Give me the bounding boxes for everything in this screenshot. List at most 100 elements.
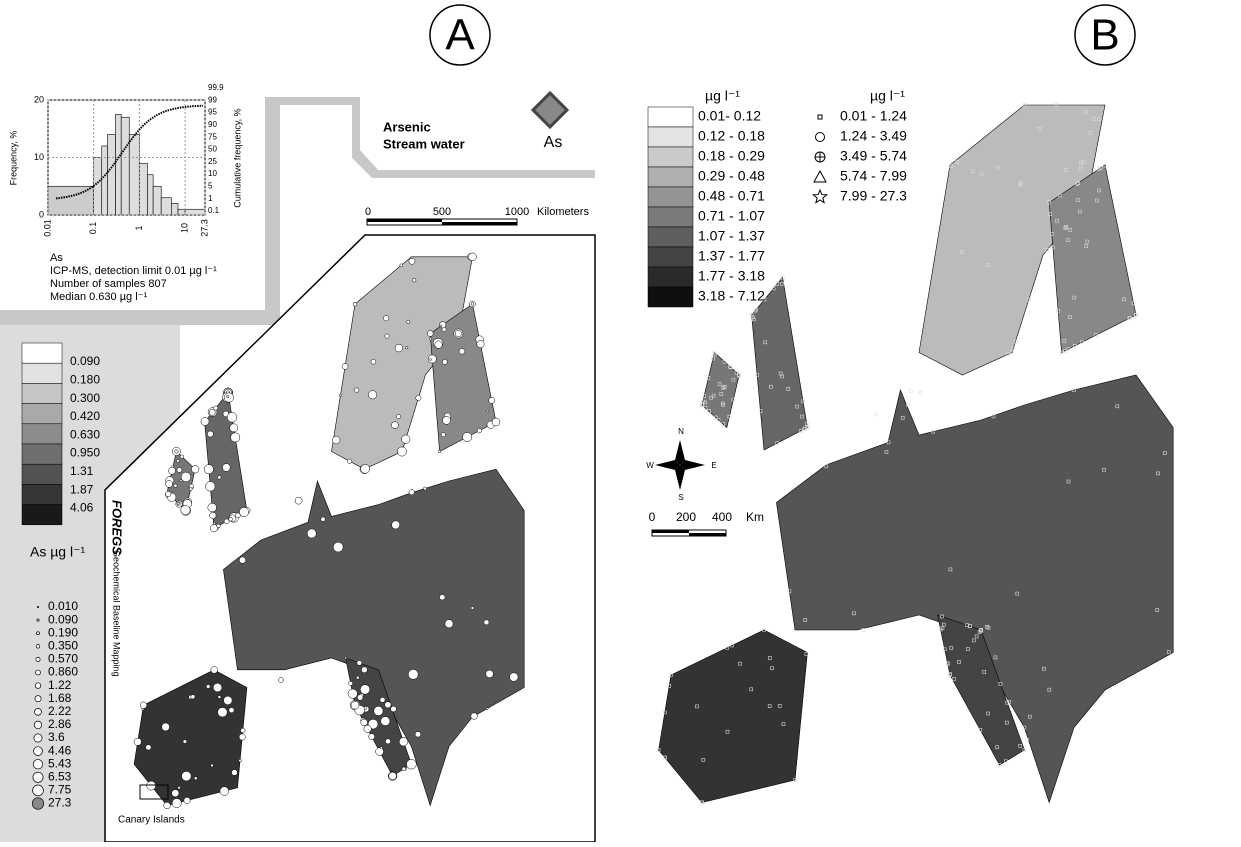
sample-point	[1166, 650, 1171, 654]
sample-point	[721, 401, 725, 406]
sample-point	[979, 171, 984, 176]
histogram-bar	[120, 116, 130, 216]
legend-symbol	[35, 669, 41, 676]
legend-symbol	[34, 682, 42, 689]
histogram-bar	[115, 114, 122, 216]
sample-point	[176, 459, 180, 463]
sample-point	[437, 449, 442, 454]
sample-point	[485, 707, 489, 711]
sample-point	[711, 356, 715, 361]
sample-point	[750, 315, 755, 320]
sample-point	[1048, 212, 1052, 216]
sample-point	[713, 415, 718, 420]
sample-point	[725, 646, 729, 650]
sample-point	[217, 695, 222, 699]
y2-tick-label: 5	[208, 182, 213, 191]
sample-point	[391, 421, 399, 429]
x-tick-label: 0.1	[88, 222, 98, 235]
legend-label: 0.010	[48, 599, 78, 613]
sample-point	[931, 429, 935, 434]
sample-point	[181, 771, 192, 782]
sample-point	[1014, 339, 1018, 344]
sample-point	[948, 567, 953, 572]
sample-point	[786, 387, 791, 391]
legend-label: 3.18 - 7.12	[698, 288, 765, 304]
sample-point	[716, 418, 721, 422]
legend-swatch	[21, 463, 63, 485]
legend-swatch	[647, 226, 694, 248]
sample-point	[368, 390, 378, 400]
sample-point	[238, 733, 246, 741]
scale-bar	[689, 533, 726, 536]
legend-label: 1.77 - 3.18	[698, 268, 765, 284]
sample-point	[191, 465, 200, 474]
sample-point	[702, 394, 706, 398]
sample-point	[762, 628, 766, 632]
sample-point	[384, 701, 392, 709]
sample-point	[344, 656, 347, 660]
sample-point	[207, 430, 214, 438]
sample-point	[909, 389, 913, 394]
sample-point	[695, 704, 699, 709]
sample-point	[1066, 479, 1071, 484]
sample-point	[231, 769, 238, 776]
sample-point	[415, 395, 422, 401]
sample-point	[949, 164, 953, 168]
sample-point	[727, 414, 732, 419]
symbol-legend: 0.0100.0900.1900.3500.5700.8601.221.682.…	[31, 599, 78, 810]
legend-swatch	[21, 484, 63, 505]
sample-point	[986, 625, 991, 630]
sample-point	[1015, 591, 1020, 596]
histogram-bar	[171, 203, 179, 216]
sample-point	[918, 390, 923, 395]
sample-point	[1026, 297, 1031, 302]
sample-point	[1156, 471, 1160, 476]
sample-point	[1115, 404, 1120, 409]
sample-point	[145, 744, 152, 751]
sample-point	[384, 333, 390, 339]
legend-symbol	[34, 708, 42, 716]
legend-label: 1.24 - 3.49	[840, 128, 907, 144]
color-legend: 0.090 0.180 0.300 0.420 0.630 0.950 1.31 1.87 4.…	[21, 342, 100, 526]
sample-point	[974, 634, 979, 639]
legend-swatch	[647, 246, 694, 268]
sample-point	[1076, 198, 1080, 202]
sample-point	[1081, 160, 1086, 164]
sample-point	[176, 501, 180, 505]
sample-point	[470, 712, 478, 720]
sample-point	[824, 464, 829, 469]
legend-label: 6.53	[48, 769, 72, 783]
legend-label: 0.350	[48, 638, 78, 652]
sample-point	[1066, 347, 1071, 351]
legend-label: 0.090	[48, 612, 78, 626]
sample-point	[332, 435, 341, 445]
sample-point	[995, 165, 1000, 170]
y2-tick-label: 10	[208, 169, 217, 178]
sample-point	[995, 745, 999, 750]
sample-point	[960, 250, 964, 254]
sample-point	[1094, 198, 1099, 203]
logo: FOREGS	[110, 500, 125, 555]
x-tick-label: 10	[179, 223, 189, 233]
sample-point	[861, 628, 866, 632]
sample-point	[781, 722, 786, 727]
scale-label: Kilometers	[537, 206, 589, 218]
sample-point	[173, 483, 178, 488]
sample-point	[439, 594, 446, 601]
legend-swatch	[647, 126, 694, 148]
sample-point	[133, 737, 142, 746]
sample-point	[398, 737, 409, 747]
legend-symbol	[32, 784, 44, 797]
cumulative-curve	[55, 104, 204, 200]
legend-label: 0.300	[70, 391, 100, 405]
legend-label: 0.570	[48, 652, 78, 666]
sample-point	[1131, 301, 1136, 306]
sample-point	[985, 263, 990, 267]
sample-point	[442, 416, 451, 425]
sample-point	[1007, 700, 1012, 704]
sample-point	[700, 800, 704, 805]
legend-label: 1.87	[70, 482, 94, 496]
sample-point	[352, 302, 358, 307]
legend-symbol	[33, 733, 43, 743]
sample-point	[426, 330, 434, 337]
